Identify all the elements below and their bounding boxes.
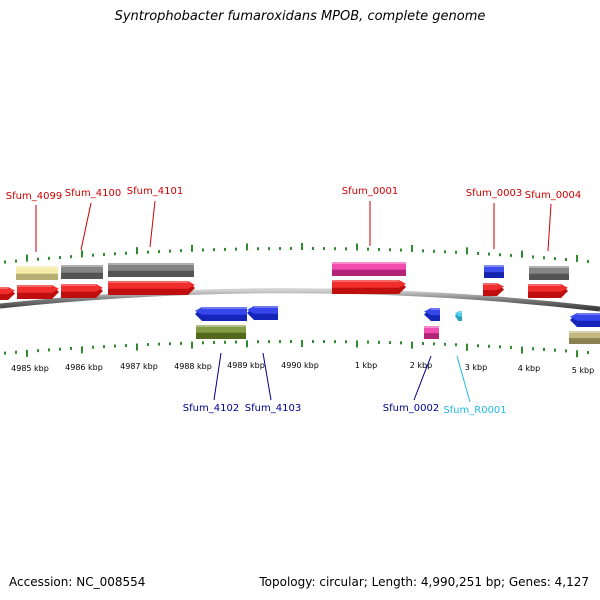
tick-label: 4990 kbp <box>281 361 319 370</box>
gene-box-sfum-0004[interactable] <box>529 266 569 280</box>
tick-label: 4985 kbp <box>11 364 49 373</box>
gene-box-sfum-4099[interactable] <box>16 266 58 280</box>
gene-label-sfum-4100[interactable]: Sfum_4100 <box>65 188 121 199</box>
gene-label-sfum-4103[interactable]: Sfum_4103 <box>245 403 301 414</box>
gene-label-sfum-4099[interactable]: Sfum_4099 <box>6 191 62 202</box>
leader-line <box>413 355 432 401</box>
leader-line <box>80 202 92 251</box>
gene-label-sfum-4102[interactable]: Sfum_4102 <box>183 403 239 414</box>
gene-box-sfum-4101[interactable] <box>108 263 194 277</box>
gene-arrow-right-edge[interactable] <box>570 313 600 327</box>
gene-box-sfum-4100[interactable] <box>61 265 103 279</box>
gene-label-sfum-0002[interactable]: Sfum_0002 <box>383 403 439 414</box>
gene-box-tan[interactable] <box>569 331 600 344</box>
gene-labels: Sfum_4099 Sfum_4100 Sfum_4101 Sfum_0001 Sfum… <box>6 186 581 416</box>
accession-text: Accession: NC_008554 <box>9 575 146 589</box>
leader-line <box>149 200 156 248</box>
gene-label-sfum-0001[interactable]: Sfum_0001 <box>342 186 398 197</box>
tick-label: 1 kbp <box>355 361 377 370</box>
gene-arrow-sfum-0003[interactable] <box>483 283 504 296</box>
tick-label: 2 kbp <box>410 361 432 370</box>
gene-arrow-sfum-4102[interactable] <box>195 307 247 321</box>
gene-label-sfum-r0001[interactable]: Sfum_R0001 <box>443 405 506 416</box>
tick-label: 4988 kbp <box>174 362 212 371</box>
gene-box-magenta-small[interactable] <box>424 326 439 339</box>
gene-arrow-sfum-0001[interactable] <box>332 280 406 294</box>
tick-label: 4989 kbp <box>227 361 265 370</box>
tick-label: 4 kbp <box>518 364 540 373</box>
tick-label: 3 kbp <box>465 363 487 372</box>
gene-arrow-sfum-4099[interactable] <box>17 285 59 299</box>
leader-line <box>213 352 222 401</box>
gene-arrow-sfum-4101[interactable] <box>108 281 195 295</box>
topology-text: Topology: circular; Length: 4,990,251 bp… <box>259 575 589 589</box>
gene-arrow-sfum-4103[interactable] <box>247 306 278 320</box>
leader-line <box>262 352 272 401</box>
tick-label: 5 kbp <box>572 366 594 375</box>
gene-box-sfum-0003[interactable] <box>484 265 504 278</box>
gene-arrow-sfum-0004[interactable] <box>528 284 568 298</box>
genome-backbone <box>0 288 600 312</box>
genome-title: Syntrophobacter fumaroxidans MPOB, compl… <box>114 9 486 24</box>
scale-ticks: 4985 kbp 4986 kbp 4987 kbp 4988 kbp 4989 kbp… <box>4 243 594 375</box>
tick-label: 4986 kbp <box>65 363 103 372</box>
gene-arrow-sfum-0002[interactable] <box>424 308 440 321</box>
leader-line <box>547 203 552 252</box>
leader-line <box>456 355 471 403</box>
gene-box-sfum-0001[interactable] <box>332 262 406 276</box>
gene-features <box>0 262 600 344</box>
gene-label-sfum-0003[interactable]: Sfum_0003 <box>466 188 522 199</box>
tick-label: 4987 kbp <box>120 362 158 371</box>
gene-label-sfum-0004[interactable]: Sfum_0004 <box>525 190 581 201</box>
gene-label-sfum-4101[interactable]: Sfum_4101 <box>127 186 183 197</box>
gene-arrow-sfum-r0001[interactable] <box>455 311 462 321</box>
gene-box-olive[interactable] <box>196 325 246 339</box>
gene-arrow-partial[interactable] <box>0 287 15 300</box>
gene-arrow-sfum-4100[interactable] <box>61 284 103 298</box>
